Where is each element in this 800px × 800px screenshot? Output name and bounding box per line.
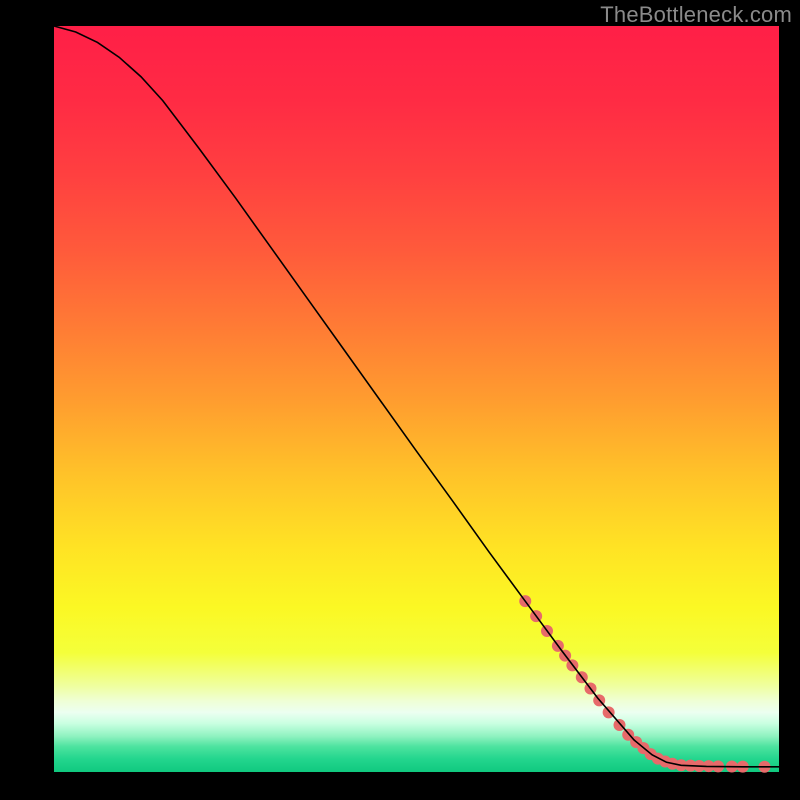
plot-background (54, 26, 779, 772)
bottleneck-chart (0, 0, 800, 800)
chart-container: TheBottleneck.com (0, 0, 800, 800)
watermark-text: TheBottleneck.com (600, 2, 792, 28)
